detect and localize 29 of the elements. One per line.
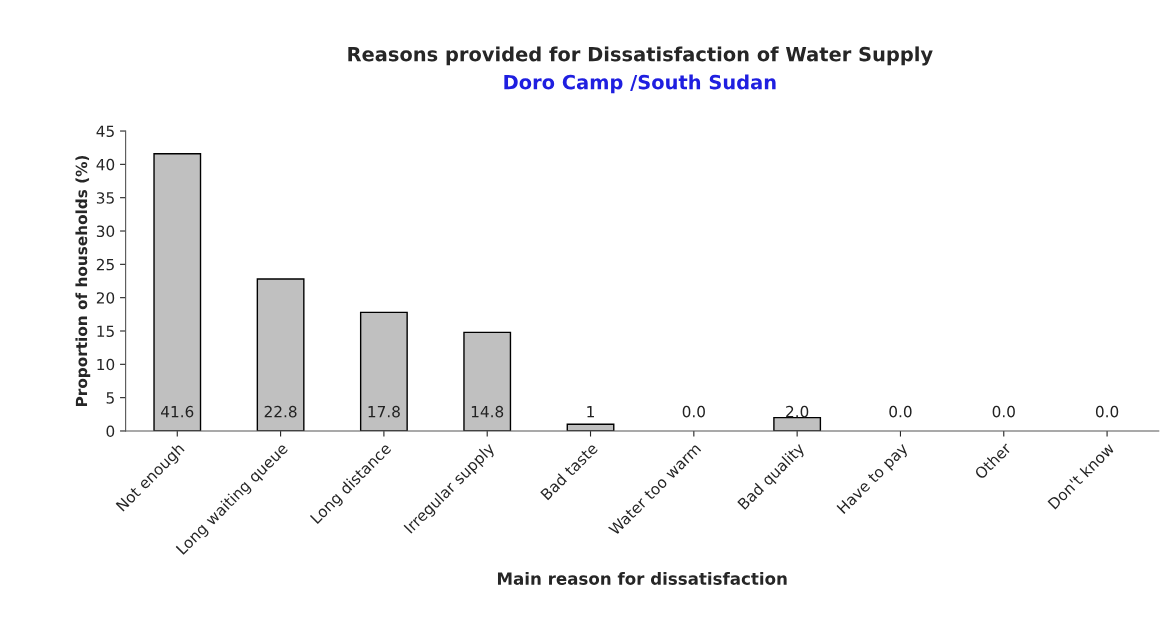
y-tick-label: 10 <box>97 358 115 371</box>
bar <box>773 416 822 431</box>
data-label: 0.0 <box>1095 405 1119 418</box>
chart-subtitle: Doro Camp /South Sudan <box>504 74 776 94</box>
chart-title: Reasons provided for Dissatisfaction of Water Supply <box>348 46 933 66</box>
data-label: 41.6 <box>161 405 194 418</box>
data-label: 17.8 <box>368 405 400 418</box>
y-tick-label: 35 <box>96 192 114 204</box>
y-tick-label: 0 <box>106 425 115 437</box>
bar <box>359 311 408 431</box>
bar <box>463 331 512 431</box>
data-label: 1 <box>587 406 594 418</box>
bar <box>256 278 305 431</box>
data-label: 22.8 <box>264 405 297 418</box>
data-label: 0.0 <box>889 405 912 418</box>
y-tick-label: 25 <box>96 258 114 271</box>
data-label: 2.0 <box>786 405 809 418</box>
data-label: 14.8 <box>471 405 504 418</box>
x-axis-title: Main reason for dissatisfaction <box>497 571 787 585</box>
bar <box>153 152 202 431</box>
y-tick-label: 40 <box>96 158 115 171</box>
y-tick-label: 45 <box>96 125 114 138</box>
data-label: 0.0 <box>682 405 705 418</box>
y-tick-label: 20 <box>96 292 115 304</box>
data-label: 0.0 <box>992 405 1015 418</box>
y-axis-title: Proportion of households (%) <box>75 155 91 407</box>
y-tick-label: 15 <box>97 325 114 338</box>
y-tick-label: 30 <box>96 225 115 238</box>
y-tick-label: 5 <box>106 392 114 404</box>
